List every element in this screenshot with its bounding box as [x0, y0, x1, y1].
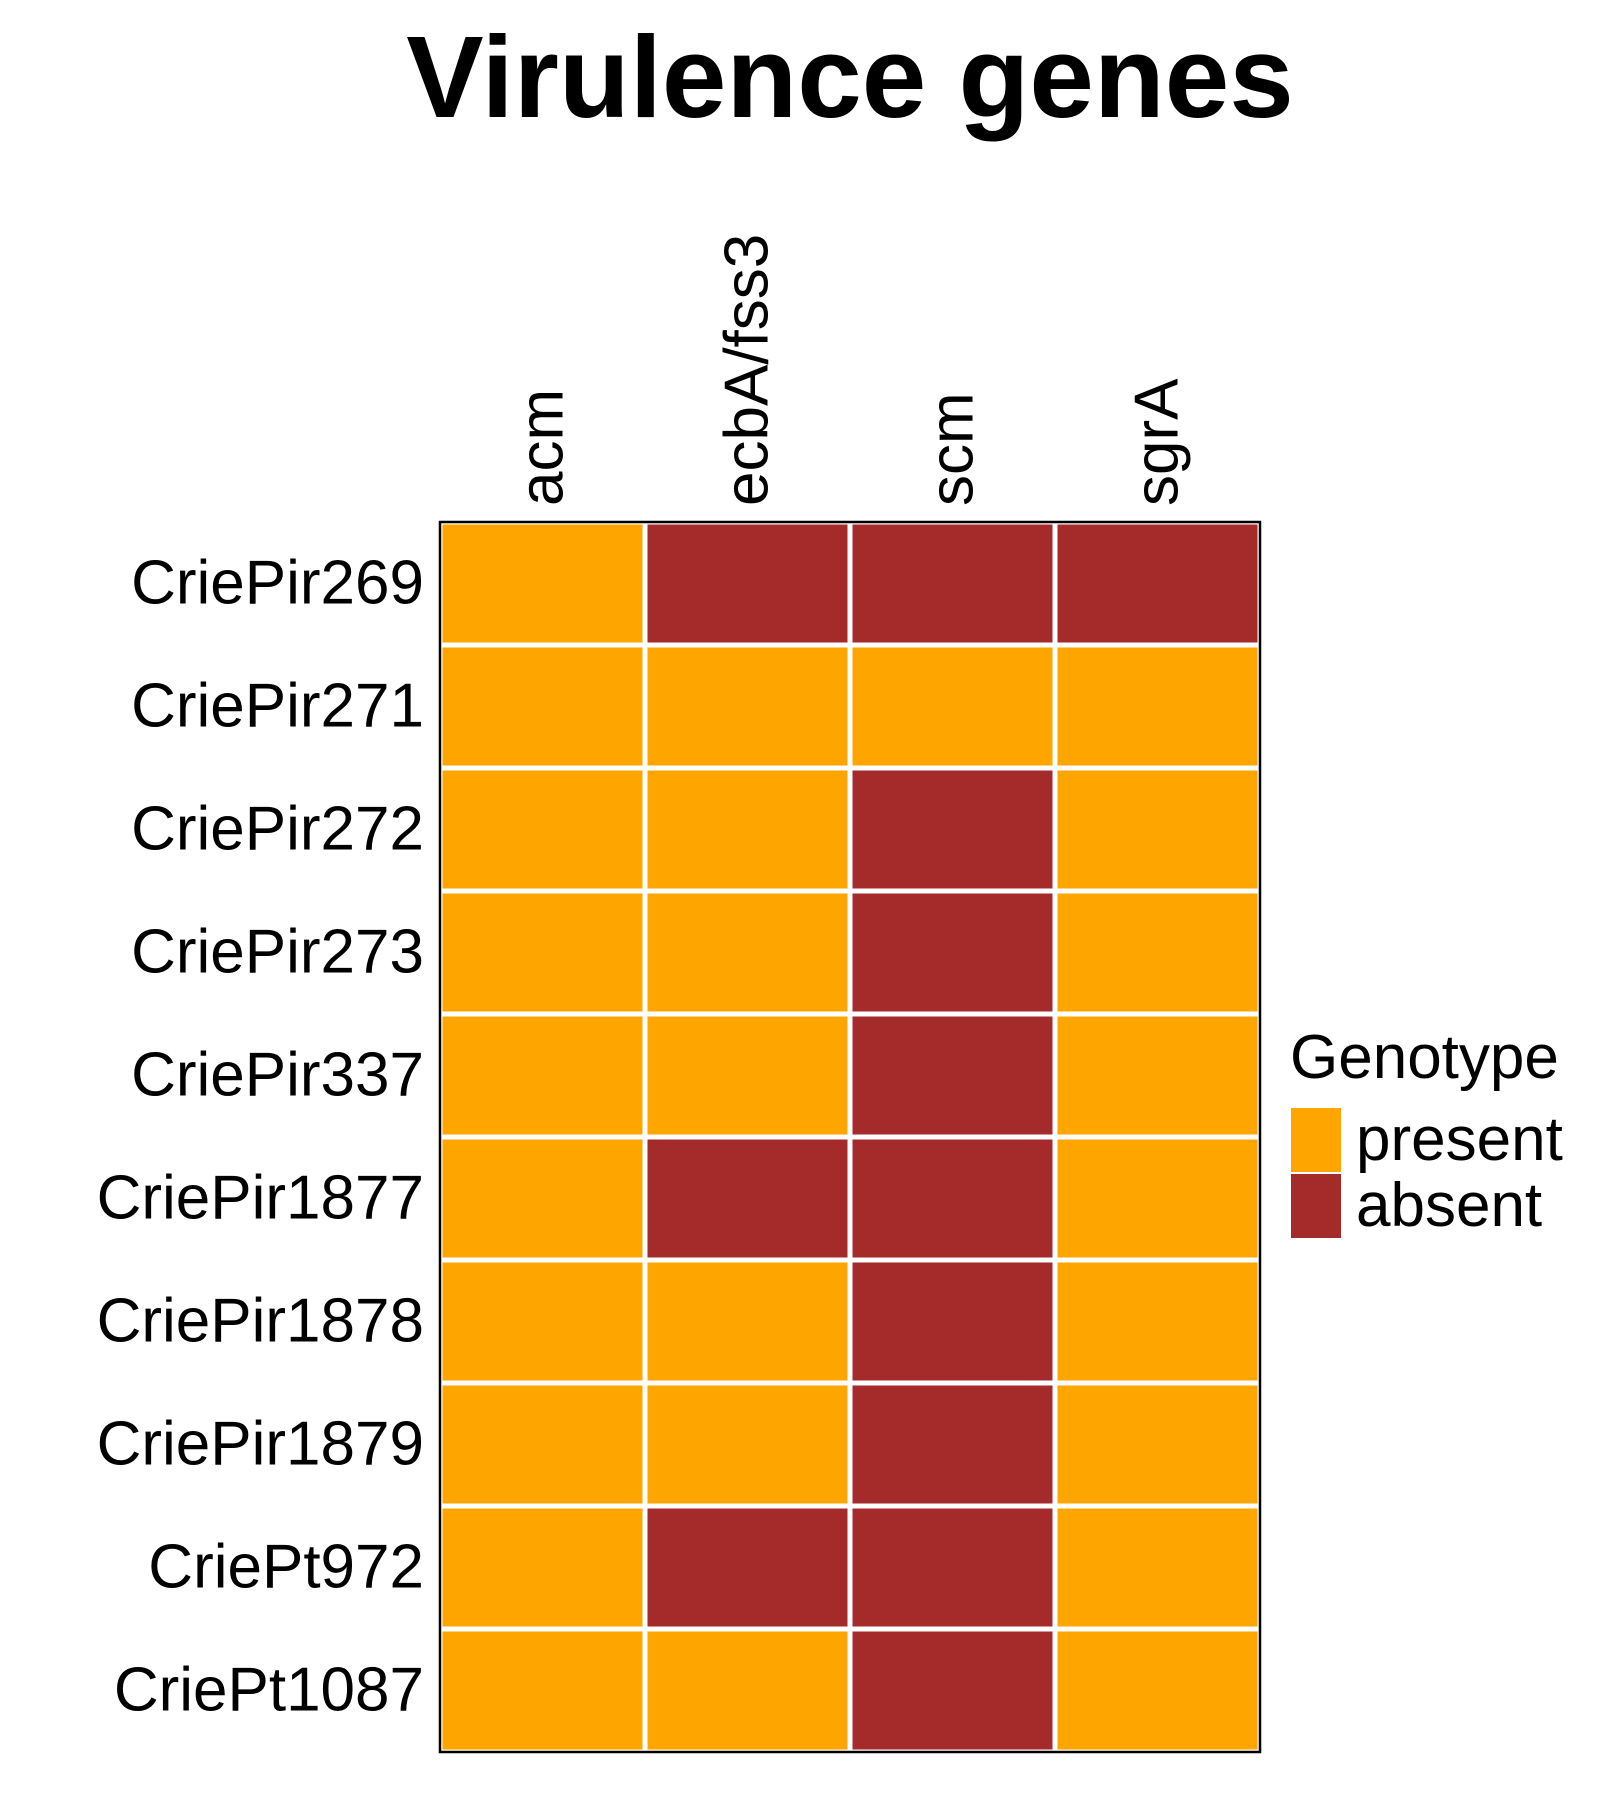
cell-CriePir272-sgrA-present: [1057, 770, 1258, 889]
cell-CriePt1087-scm-absent: [852, 1631, 1053, 1750]
cell-CriePir1877-ecbA/fss3-absent: [647, 1139, 848, 1258]
cell-CriePt972-sgrA-present: [1057, 1508, 1258, 1627]
cell-CriePir269-sgrA-absent: [1057, 524, 1258, 643]
cell-CriePir1878-ecbA/fss3-present: [647, 1262, 848, 1381]
row-label: CriePt1087: [114, 1656, 424, 1725]
cell-CriePir1878-scm-absent: [852, 1262, 1053, 1381]
legend-label-present: present: [1356, 1105, 1563, 1174]
cell-CriePir269-acm-present: [442, 524, 643, 643]
cell-CriePt1087-ecbA/fss3-present: [647, 1631, 848, 1750]
row-labels: CriePir269 CriePir271 CriePir272 CriePir273…: [97, 549, 424, 1725]
column-label: scm: [918, 392, 987, 506]
cell-CriePir1877-acm-present: [442, 1139, 643, 1258]
cell-CriePir271-ecbA/fss3-present: [647, 647, 848, 766]
panel-border: [438, 520, 1262, 1754]
cell-CriePir337-scm-absent: [852, 1016, 1053, 1135]
cell-CriePir1879-scm-absent: [852, 1385, 1053, 1504]
cell-CriePir269-scm-absent: [852, 524, 1053, 643]
row-label: CriePir1878: [97, 1287, 424, 1356]
cell-CriePt1087-acm-present: [442, 1631, 643, 1750]
chart-title: Virulence genes: [406, 12, 1294, 142]
legend-swatch-absent: [1291, 1174, 1341, 1238]
cell-CriePt972-scm-absent: [852, 1508, 1053, 1627]
row-label: CriePir1879: [97, 1410, 424, 1479]
cell-CriePir272-acm-present: [442, 770, 643, 889]
cell-CriePir337-ecbA/fss3-present: [647, 1016, 848, 1135]
cell-CriePir1877-scm-absent: [852, 1139, 1053, 1258]
cell-CriePir1878-sgrA-present: [1057, 1262, 1258, 1381]
legend-title: Genotype: [1290, 1023, 1559, 1092]
cell-CriePir273-sgrA-present: [1057, 893, 1258, 1012]
column-label: sgrA: [1123, 378, 1192, 506]
legend-label-absent: absent: [1356, 1171, 1542, 1240]
cell-CriePt972-acm-present: [442, 1508, 643, 1627]
row-label: CriePir272: [131, 795, 424, 864]
heatmap-cells: [442, 524, 1258, 1750]
row-label: CriePir337: [131, 1041, 424, 1110]
cell-CriePir273-scm-absent: [852, 893, 1053, 1012]
legend-swatch-present: [1291, 1108, 1341, 1172]
row-label: CriePir271: [131, 672, 424, 741]
column-label: ecbA/fss3: [713, 234, 782, 506]
cell-CriePir273-acm-present: [442, 893, 643, 1012]
row-label: CriePir269: [131, 549, 424, 618]
cell-CriePt1087-sgrA-present: [1057, 1631, 1258, 1750]
cell-CriePir271-acm-present: [442, 647, 643, 766]
row-label: CriePir273: [131, 918, 424, 987]
cell-CriePir337-acm-present: [442, 1016, 643, 1135]
row-label: CriePt972: [148, 1533, 424, 1602]
cell-CriePir272-scm-absent: [852, 770, 1053, 889]
cell-CriePt972-ecbA/fss3-absent: [647, 1508, 848, 1627]
cell-CriePir272-ecbA/fss3-present: [647, 770, 848, 889]
cell-CriePir337-sgrA-present: [1057, 1016, 1258, 1135]
cell-CriePir1879-ecbA/fss3-present: [647, 1385, 848, 1504]
cell-CriePir273-ecbA/fss3-present: [647, 893, 848, 1012]
cell-CriePir271-scm-present: [852, 647, 1053, 766]
cell-CriePir269-ecbA/fss3-absent: [647, 524, 848, 643]
row-label: CriePir1877: [97, 1164, 424, 1233]
cell-CriePir1879-sgrA-present: [1057, 1385, 1258, 1504]
cell-CriePir1878-acm-present: [442, 1262, 643, 1381]
column-labels: acm ecbA/fss3 scm sgrA: [508, 234, 1192, 506]
cell-CriePir1879-acm-present: [442, 1385, 643, 1504]
cell-CriePir271-sgrA-present: [1057, 647, 1258, 766]
cell-CriePir1877-sgrA-present: [1057, 1139, 1258, 1258]
column-label: acm: [508, 389, 577, 506]
